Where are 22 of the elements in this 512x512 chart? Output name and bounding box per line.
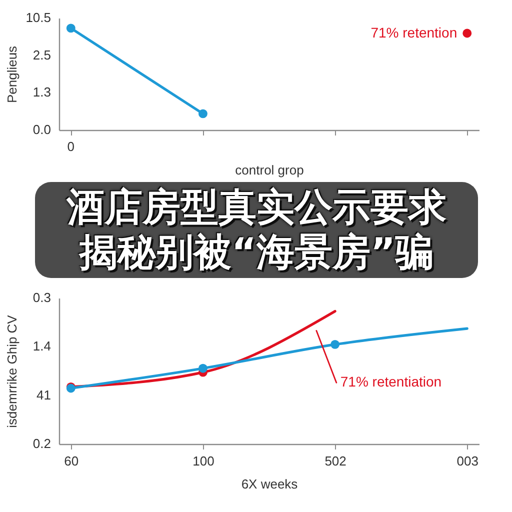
x-tick-label: 60: [64, 454, 79, 468]
text: 2.5: [32, 47, 51, 62]
annotation: 71% retentiation: [340, 374, 442, 390]
text: 10.5: [26, 10, 51, 25]
x-tick-label: 100: [192, 454, 214, 468]
text: 0.0: [32, 122, 51, 137]
text: 1.4: [32, 338, 51, 354]
x-tick-label: 003: [456, 454, 478, 468]
text: 0.2: [32, 436, 51, 451]
x-axis-title: control grop: [235, 162, 304, 178]
text: 1.3: [32, 84, 51, 100]
y-axis-title: isdemrrike Ghip CV: [4, 314, 20, 428]
text: 0.3: [32, 290, 51, 305]
text: 41: [36, 387, 51, 402]
text: 0: [67, 139, 75, 154]
x-tick-label: 502: [324, 454, 346, 468]
x-axis-title: 6X weeks: [241, 476, 298, 492]
point: [198, 364, 208, 373]
banner: 酒店房型真实公示要求 揭秘别被“海景房”骗: [35, 182, 478, 278]
annotation: 71% retention: [370, 24, 458, 40]
y-axis-title: Penglieus: [4, 45, 20, 104]
point: [330, 340, 340, 349]
